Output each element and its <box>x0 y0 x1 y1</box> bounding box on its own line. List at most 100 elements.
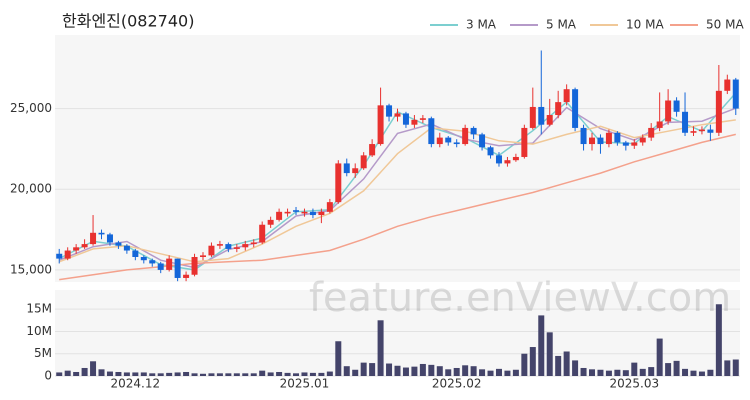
volume-bar <box>445 369 452 376</box>
candle-body <box>250 242 257 245</box>
candle-body <box>580 127 587 145</box>
candle-body <box>276 211 283 220</box>
watermark: feature.enViewV.com <box>309 275 731 321</box>
volume-bar <box>529 347 536 376</box>
volume-bar <box>402 367 409 376</box>
candle-body <box>682 111 689 133</box>
candle-body <box>589 137 596 145</box>
volume-bar <box>369 363 376 376</box>
candle-body <box>487 147 494 156</box>
volume-bar <box>377 320 384 376</box>
volume-bar <box>284 372 291 376</box>
candle-body <box>597 137 604 145</box>
volume-bar <box>199 373 206 376</box>
candle-body <box>360 155 367 169</box>
volume-bar <box>436 366 443 376</box>
volume-bar <box>157 373 164 376</box>
volume-bar <box>546 332 553 376</box>
y-tick-label: 20,000 <box>10 182 52 196</box>
volume-bar <box>191 373 198 376</box>
candle-body <box>698 129 705 132</box>
volume-bar <box>673 360 680 376</box>
candle-body <box>445 137 452 143</box>
candle-body <box>656 121 663 128</box>
legend-label: 50 MA <box>706 18 744 32</box>
volume-bar <box>360 362 367 376</box>
candle-body <box>673 100 680 112</box>
candle-body <box>335 163 342 203</box>
volume-bar <box>715 304 722 376</box>
candle-body <box>402 113 409 125</box>
volume-bar <box>343 366 350 376</box>
volume-bar <box>132 372 139 376</box>
candle-body <box>115 242 122 246</box>
volume-bar <box>698 371 705 376</box>
volume-bar <box>81 367 88 376</box>
volume-bar <box>326 371 333 376</box>
candle-body <box>106 234 113 243</box>
legend-label: 3 MA <box>466 18 497 32</box>
volume-bar <box>293 373 300 376</box>
volume-bar <box>648 367 655 376</box>
legend-label: 5 MA <box>546 18 577 32</box>
candle-body <box>614 132 621 143</box>
candle-body <box>436 137 443 145</box>
candle-body <box>512 156 519 161</box>
volume-bar <box>605 370 612 376</box>
volume-bar <box>682 368 689 376</box>
candle-body <box>470 127 477 135</box>
volume-bar <box>732 359 739 376</box>
volume-bar <box>724 360 731 376</box>
volume-bar <box>428 364 435 376</box>
candle-body <box>149 260 156 264</box>
volume-bar <box>335 341 342 376</box>
candle-body <box>504 160 511 164</box>
candle-body <box>369 144 376 156</box>
price-panel <box>55 35 740 282</box>
x-tick-label: 2024.12 <box>111 377 161 391</box>
volume-bar <box>174 372 181 376</box>
candle-body <box>73 247 80 251</box>
y-tick-label: 15,000 <box>10 262 52 276</box>
candle-body <box>140 256 147 261</box>
candle-body <box>690 131 697 133</box>
candle-body <box>724 79 731 91</box>
candle-body <box>309 211 316 216</box>
volume-bar <box>411 366 418 376</box>
volume-bar <box>563 351 570 376</box>
candle-body <box>521 127 528 157</box>
volume-bar <box>64 370 71 376</box>
volume-bar <box>216 373 223 376</box>
volume-bar <box>259 370 266 376</box>
volume-bar <box>208 373 215 376</box>
candle-body <box>479 134 486 148</box>
candle-body <box>462 127 469 145</box>
candle-body <box>267 219 274 225</box>
volume-tick-label: 0 <box>44 369 52 383</box>
legend-label: 10 MA <box>626 18 664 32</box>
candle-body <box>605 132 612 145</box>
candle-body <box>318 211 325 216</box>
volume-bar <box>250 373 257 376</box>
candle-body <box>572 89 579 128</box>
candle-body <box>90 232 97 245</box>
candle-body <box>98 232 105 235</box>
volume-bar <box>495 368 502 376</box>
volume-bar <box>233 373 240 376</box>
volume-tick-label: 5M <box>34 346 52 360</box>
volume-bar <box>572 360 579 376</box>
candle-body <box>225 244 232 249</box>
candle-body <box>343 163 350 174</box>
candle-body <box>183 274 190 278</box>
y-tick-label: 25,000 <box>10 101 52 115</box>
volume-bar <box>631 362 638 376</box>
candle-body <box>242 244 249 248</box>
volume-bar <box>512 369 519 376</box>
volume-tick-label: 10M <box>26 324 52 338</box>
x-tick-label: 2025.01 <box>280 377 330 391</box>
candle-body <box>631 142 638 146</box>
volume-bar <box>487 370 494 376</box>
x-tick-label: 2025.02 <box>432 377 482 391</box>
volume-tick-label: 15M <box>26 302 52 316</box>
volume-bar <box>56 372 63 376</box>
